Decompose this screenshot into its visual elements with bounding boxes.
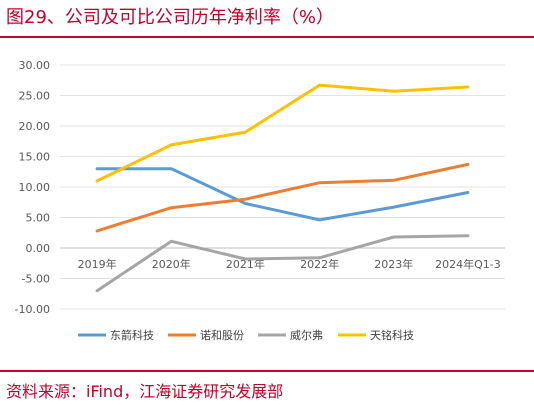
y-tick-label: 5.00: [26, 212, 51, 225]
y-tick-label: 10.00: [19, 181, 51, 194]
legend-label: 威尔弗: [290, 328, 323, 342]
series-lines: [95, 83, 470, 293]
y-tick-label: 15.00: [19, 151, 51, 164]
legend-label: 天铭科技: [370, 328, 414, 342]
source-note: 资料来源：iFind，江海证券研究发展部: [6, 382, 284, 401]
x-tick-label: 2019年: [78, 257, 117, 271]
series-line: [95, 162, 470, 233]
title-divider: [0, 36, 534, 38]
net-margin-line-chart: 30.00 25.00 20.00 15.00 10.00 5.00 0.00 -5.00 -1…: [15, 59, 505, 342]
series-line: [95, 167, 470, 222]
series-line: [95, 234, 470, 293]
y-axis-ticks: 30.00 25.00 20.00 15.00 10.00 5.00 0.00 -5.00 -1…: [15, 59, 50, 316]
x-axis-ticks: 2019年 2020年 2021年 2022年 2023年 2024年Q1-3: [78, 257, 501, 271]
legend-label: 诺和股份: [200, 329, 244, 342]
x-tick-label: 2024年Q1-3: [435, 257, 501, 271]
x-tick-label: 2023年: [374, 257, 413, 271]
source-divider: [0, 370, 534, 372]
x-tick-label: 2020年: [152, 257, 191, 271]
legend: 东箭科技 诺和股份 威尔弗 天铭科技: [78, 328, 414, 342]
y-tick-label: -5.00: [22, 273, 50, 286]
y-tick-label: 20.00: [19, 120, 51, 133]
y-tick-label: 0.00: [26, 242, 51, 255]
gridlines: [60, 64, 505, 310]
figure-title: 图29、公司及可比公司历年净利率（%）: [6, 7, 335, 28]
x-tick-label: 2022年: [300, 257, 339, 271]
x-tick-label: 2021年: [226, 257, 265, 271]
y-tick-label: 30.00: [19, 59, 51, 72]
y-tick-label: -10.00: [15, 303, 50, 316]
y-tick-label: 25.00: [19, 90, 51, 103]
series-line: [95, 83, 470, 183]
legend-label: 东箭科技: [110, 328, 154, 342]
